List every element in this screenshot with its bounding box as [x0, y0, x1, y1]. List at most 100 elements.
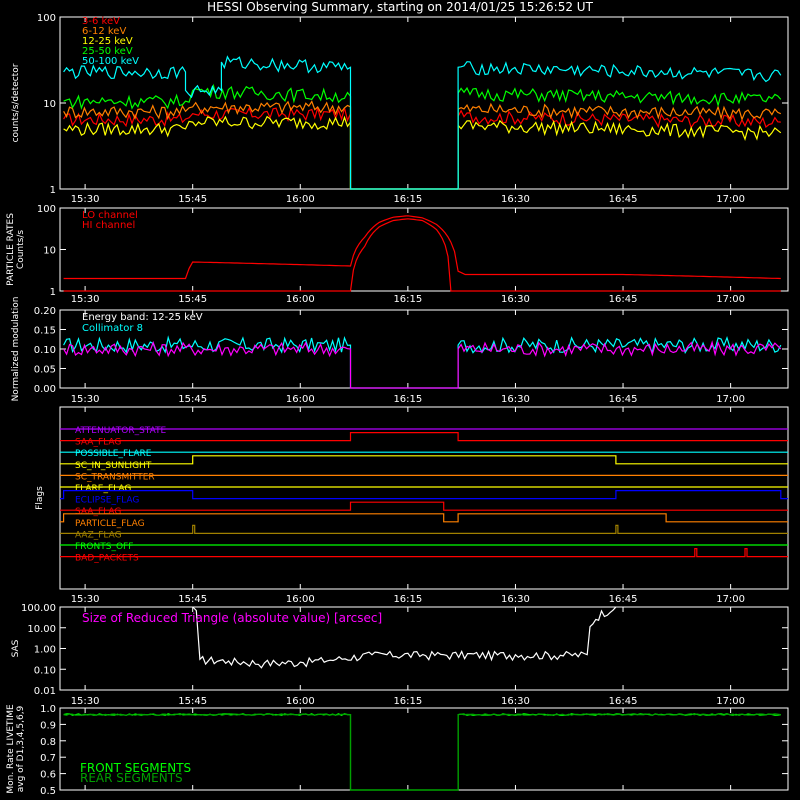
count-rates-series-line	[63, 115, 782, 190]
modulation-ytick-label: 0.05	[34, 365, 56, 376]
modulation-xtick-label: 17:00	[716, 394, 745, 405]
sas-ytick-label: 10.00	[27, 624, 56, 635]
flag-line	[60, 548, 788, 558]
modulation-series-line	[63, 340, 782, 389]
livetime-ytick-label: 0.7	[40, 753, 56, 764]
modulation-ylabel: Normalized modulation	[11, 297, 21, 402]
count-rates-series-line	[63, 105, 781, 190]
count-rates-xtick-label: 15:45	[178, 194, 207, 205]
flag-label: SAA_FLAG	[75, 438, 121, 448]
sas-ytick-label: 100.00	[21, 603, 56, 614]
particle-rates-xtick-label: 16:15	[393, 294, 422, 305]
flag-label: AAZ_FLAG	[75, 530, 122, 540]
modulation-xtick-label: 16:00	[286, 394, 315, 405]
flag-line	[60, 490, 788, 500]
particle-rates-legend-entry: HI channel	[82, 220, 135, 231]
sas-xtick-label: 16:00	[286, 696, 315, 707]
flag-label: ECLIPSE_FLAG	[75, 496, 139, 506]
flag-label: SAA_FLAG	[75, 507, 121, 517]
flags-xtick-label: 16:45	[609, 594, 638, 605]
sas-ytick-label: 1.00	[34, 645, 56, 656]
count-rates-xtick-label: 17:00	[716, 194, 745, 205]
particle-rates-ytick-label: 100	[37, 204, 56, 215]
count-rates-series-line	[63, 83, 782, 190]
livetime-ytick-label: 0.8	[40, 737, 56, 748]
count-rates-ytick-label: 100	[37, 13, 56, 24]
sas-series-line	[192, 606, 617, 669]
modulation-series-line	[63, 335, 782, 389]
flags-xtick-label: 16:00	[286, 594, 315, 605]
flag-label: FLARE_FLAG	[75, 484, 131, 494]
livetime-ytick-label: 0.9	[40, 720, 56, 731]
modulation-xtick-label: 16:45	[609, 394, 638, 405]
count-rates-ylabel: counts/s/detector	[11, 63, 21, 142]
sas-xtick-label: 17:00	[716, 696, 745, 707]
livetime-legend-entry: FRONT SEGMENTS	[80, 761, 191, 775]
modulation-annotation: Energy band: 12-25 keV	[82, 312, 203, 323]
modulation-ytick-label: 0.00	[34, 384, 56, 395]
count-rates-legend-entry: 25-50 keV	[82, 46, 133, 57]
modulation-xtick-label: 15:45	[178, 394, 207, 405]
sas-ytick-label: 0.10	[34, 665, 56, 676]
livetime-series-line	[63, 713, 781, 791]
flag-label: SC_IN_SUNLIGHT	[75, 461, 152, 471]
particle-rates-ytick-label: 10	[43, 246, 56, 257]
flag-label: BAD_PACKETS	[75, 554, 139, 564]
count-rates-legend-entry: 50-100 keV	[82, 56, 139, 67]
livetime-ylabel: Mon. Rate LIVETIME	[6, 704, 16, 794]
count-rates-legend-entry: 12-25 keV	[82, 36, 133, 47]
modulation-xtick-label: 16:30	[501, 394, 530, 405]
modulation-ytick-label: 0.20	[34, 306, 56, 317]
livetime-ytick-label: 1.0	[40, 704, 56, 715]
flag-label: SC_TRANSMITTER	[75, 472, 155, 482]
flags-ylabel: Flags	[35, 486, 45, 510]
sas-xtick-label: 16:15	[393, 696, 422, 707]
particle-rates-xtick-label: 17:00	[716, 294, 745, 305]
modulation-legend-entry: Collimator 8	[82, 323, 143, 334]
particle-rates-series-line	[63, 215, 781, 280]
livetime-ylabel: avg of D1,3,4,5,6,9	[16, 705, 26, 792]
count-rates-xtick-label: 16:00	[286, 194, 315, 205]
count-rates-legend-entry: 6-12 keV	[82, 26, 126, 37]
particle-rates-xtick-label: 16:30	[501, 294, 530, 305]
particle-rates-legend-entry: LO channel	[82, 210, 138, 221]
flag-line	[60, 455, 788, 465]
modulation-xtick-label: 16:15	[393, 394, 422, 405]
count-rates-legend-entry: 3-6 keV	[82, 16, 120, 27]
flags-xtick-label: 17:00	[716, 594, 745, 605]
flag-label: FRONTS_OFF	[75, 542, 133, 552]
modulation-ytick-label: 0.10	[34, 345, 56, 356]
flag-label: ATTENUATOR_STATE	[75, 426, 167, 436]
sas-xtick-label: 15:30	[71, 696, 100, 707]
flags-xtick-label: 15:30	[71, 594, 100, 605]
chart-title: HESSI Observing Summary, starting on 201…	[207, 0, 593, 14]
sas-xtick-label: 16:30	[501, 696, 530, 707]
livetime-ytick-label: 0.5	[40, 786, 56, 797]
flag-line	[60, 524, 788, 534]
flag-label: POSSIBLE_FLARE	[75, 449, 152, 459]
flags-xtick-label: 15:45	[178, 594, 207, 605]
livetime-ytick-label: 0.6	[40, 770, 56, 781]
sas-ylabel: SAS	[11, 639, 21, 657]
livetime-legend-entry: REAR SEGMENTS	[80, 771, 183, 785]
particle-rates-ylabel: Counts/s	[16, 230, 26, 269]
count-rates-series-line	[63, 55, 782, 190]
particle-rates-ylabel: PARTICLE RATES	[6, 213, 16, 286]
flag-line	[60, 432, 788, 442]
count-rates-xtick-label: 16:45	[609, 194, 638, 205]
count-rates-xtick-label: 16:30	[501, 194, 530, 205]
flags-xtick-label: 16:30	[501, 594, 530, 605]
particle-rates-ytick-label: 1	[50, 287, 56, 298]
modulation-xtick-label: 15:30	[71, 394, 100, 405]
sas-ytick-label: 0.01	[34, 686, 56, 697]
modulation-ytick-label: 0.15	[34, 326, 56, 337]
sas-xtick-label: 16:45	[609, 696, 638, 707]
flag-label: PARTICLE_FLAG	[75, 519, 145, 529]
count-rates-xtick-label: 16:15	[393, 194, 422, 205]
count-rates-series-line	[63, 100, 782, 190]
particle-rates-xtick-label: 15:45	[178, 294, 207, 305]
sas-annotation: Size of Reduced Triangle (absolute value…	[82, 611, 382, 625]
count-rates-ytick-label: 1	[50, 185, 56, 196]
flags-xtick-label: 16:15	[393, 594, 422, 605]
particle-rates-xtick-label: 16:00	[286, 294, 315, 305]
